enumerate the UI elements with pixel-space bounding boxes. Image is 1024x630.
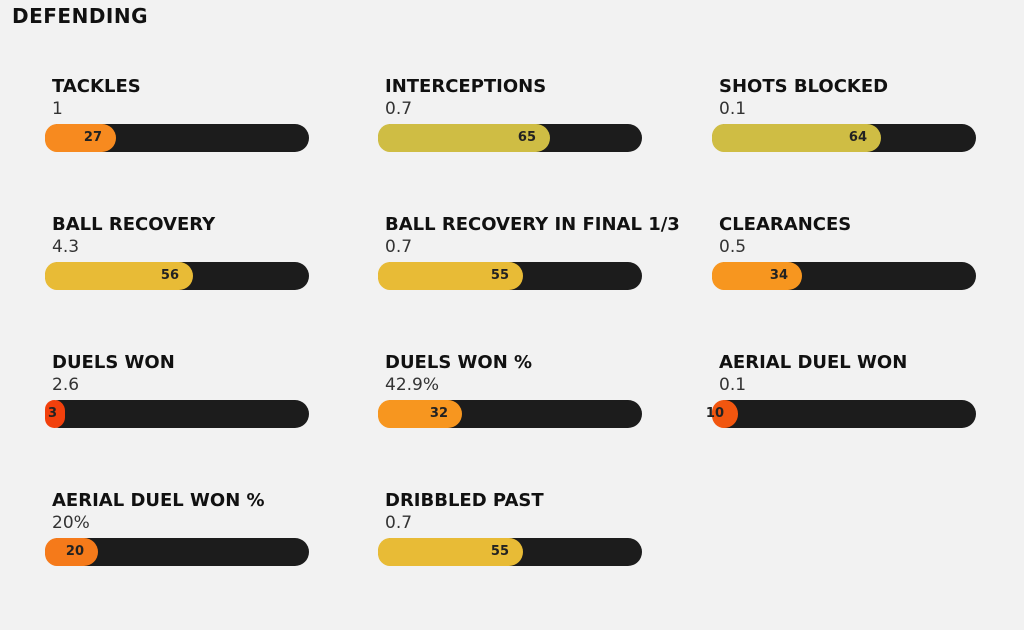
metric-value: 20% [52,513,90,533]
percentile-label: 20 [65,544,84,559]
metric-card: AERIAL DUEL WON % 20% 20 [45,490,335,580]
percentile-label: 32 [429,406,448,421]
percentile-track: 10 [706,400,976,428]
metric-label: SHOTS BLOCKED [719,76,889,97]
metric-card: DUELS WON % 42.9% 32 [378,352,668,442]
metric-value: 0.7 [385,99,413,119]
metric-card: CLEARANCES 0.5 34 [712,214,1002,304]
metric-value: 2.6 [52,375,80,395]
metric-value: 0.1 [719,375,747,395]
percentile-track: 20 [45,538,309,566]
metric-value: 1 [52,99,63,119]
percentile-track: 3 [45,400,309,428]
metric-value: 0.7 [385,237,413,257]
percentile-bar [712,262,802,290]
percentile-track: 65 [378,124,642,152]
percentile-track: 55 [378,538,642,566]
metric-value: 4.3 [52,237,80,257]
metric-card: BALL RECOVERY 4.3 56 [45,214,335,304]
percentile-label: 64 [848,130,867,145]
percentile-bar [378,538,523,566]
percentile-bar [378,400,462,428]
percentile-bar [45,538,98,566]
metric-card: BALL RECOVERY IN FINAL 1/3 0.7 55 [378,214,680,304]
metric-value: 0.7 [385,513,413,533]
percentile-track: 32 [378,400,642,428]
percentile-label: 3 [47,406,57,421]
percentile-label: 55 [490,268,509,283]
metric-label: DUELS WON % [385,352,533,373]
percentile-track: 56 [45,262,309,290]
percentile-label: 34 [769,268,788,283]
metric-card: AERIAL DUEL WON 0.1 10 [706,352,1002,442]
percentile-bar [45,400,65,428]
percentile-bar [378,124,550,152]
metric-label: DRIBBLED PAST [385,490,544,511]
percentile-label: 27 [83,130,102,145]
metric-label: AERIAL DUEL WON % [52,490,265,511]
metric-card: TACKLES 1 27 [45,76,335,166]
percentile-bar [712,400,738,428]
metric-value: 0.5 [719,237,747,257]
percentile-track: 27 [45,124,309,152]
metric-card: DRIBBLED PAST 0.7 55 [378,490,668,580]
metric-card: INTERCEPTIONS 0.7 65 [378,76,668,166]
percentile-label: 10 [705,406,724,421]
percentile-track: 55 [378,262,642,290]
percentile-bar [45,124,116,152]
percentile-track: 34 [712,262,976,290]
percentile-label: 55 [490,544,509,559]
metric-label: DUELS WON [52,352,175,373]
section-title: DEFENDING [12,4,149,28]
metric-value: 42.9% [385,375,440,395]
metric-value: 0.1 [719,99,747,119]
metric-label: INTERCEPTIONS [385,76,547,97]
metric-label: BALL RECOVERY [52,214,216,235]
metric-card: DUELS WON 2.6 3 [45,352,335,442]
metric-label: CLEARANCES [719,214,852,235]
percentile-bar [378,262,523,290]
percentile-label: 56 [160,268,179,283]
metric-label: BALL RECOVERY IN FINAL 1/3 [385,214,680,235]
percentile-label: 65 [517,130,536,145]
metric-card: SHOTS BLOCKED 0.1 64 [712,76,1002,166]
percentile-bar [45,262,193,290]
percentile-bar [712,124,881,152]
metric-label: AERIAL DUEL WON [719,352,908,373]
metric-label: TACKLES [52,76,141,97]
percentile-track: 64 [712,124,976,152]
